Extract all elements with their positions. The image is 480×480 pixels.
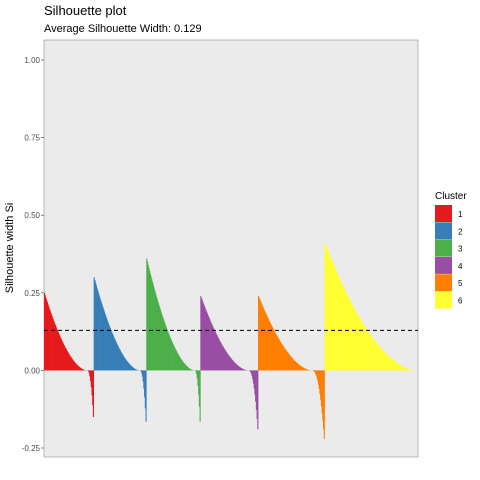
legend-label-3: 3 xyxy=(458,245,463,254)
legend-label-1: 1 xyxy=(458,210,463,219)
y-tick-label: 1.00 xyxy=(24,56,40,65)
y-axis: -0.25 0.00 0.25 0.50 0.75 1.00 xyxy=(22,56,44,453)
y-tick-label: 0.50 xyxy=(24,211,40,220)
legend-key-3 xyxy=(435,240,452,257)
legend-label-5: 5 xyxy=(458,279,463,288)
legend-key-4 xyxy=(435,257,452,274)
y-tick-label: 0.25 xyxy=(24,289,40,298)
legend-key-5 xyxy=(435,274,452,291)
legend: Cluster 1 2 3 4 5 6 xyxy=(435,191,467,309)
legend-key-6 xyxy=(435,292,452,309)
legend-key-1 xyxy=(435,205,452,222)
y-tick-label: 0.00 xyxy=(24,366,40,375)
silhouette-bar xyxy=(200,370,201,421)
y-axis-title: Silhouette width Si xyxy=(4,203,16,294)
silhouette-bar xyxy=(146,370,147,421)
y-tick-label: -0.25 xyxy=(22,444,41,453)
legend-title: Cluster xyxy=(435,191,467,202)
legend-label-2: 2 xyxy=(458,227,463,236)
chart-subtitle: Average Silhouette Width: 0.129 xyxy=(44,23,202,35)
legend-label-6: 6 xyxy=(458,297,463,306)
silhouette-bar xyxy=(257,370,258,429)
chart-title: Silhouette plot xyxy=(44,3,127,18)
legend-label-4: 4 xyxy=(458,262,463,271)
silhouette-bar xyxy=(324,370,325,438)
legend-key-2 xyxy=(435,222,452,239)
silhouette-bar xyxy=(93,370,94,417)
plot-panel xyxy=(44,40,418,457)
y-tick-label: 0.75 xyxy=(24,134,40,143)
